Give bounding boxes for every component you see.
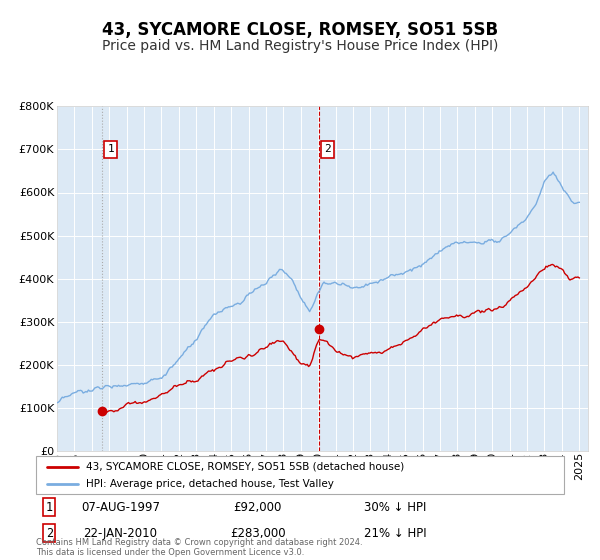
Text: 22-JAN-2010: 22-JAN-2010 [83, 526, 157, 540]
Text: Contains HM Land Registry data © Crown copyright and database right 2024.
This d: Contains HM Land Registry data © Crown c… [36, 538, 362, 557]
Text: 2: 2 [324, 144, 331, 155]
Text: Price paid vs. HM Land Registry's House Price Index (HPI): Price paid vs. HM Land Registry's House … [102, 39, 498, 53]
Text: 2: 2 [46, 526, 53, 540]
Text: HPI: Average price, detached house, Test Valley: HPI: Average price, detached house, Test… [86, 479, 334, 489]
FancyBboxPatch shape [36, 456, 564, 494]
Text: 43, SYCAMORE CLOSE, ROMSEY, SO51 5SB: 43, SYCAMORE CLOSE, ROMSEY, SO51 5SB [102, 21, 498, 39]
Text: 21% ↓ HPI: 21% ↓ HPI [364, 526, 427, 540]
Text: 43, SYCAMORE CLOSE, ROMSEY, SO51 5SB (detached house): 43, SYCAMORE CLOSE, ROMSEY, SO51 5SB (de… [86, 461, 404, 472]
Text: 1: 1 [107, 144, 114, 155]
Text: 07-AUG-1997: 07-AUG-1997 [81, 501, 160, 514]
Text: £92,000: £92,000 [233, 501, 282, 514]
Text: 30% ↓ HPI: 30% ↓ HPI [364, 501, 426, 514]
Text: £283,000: £283,000 [230, 526, 286, 540]
Text: 1: 1 [46, 501, 53, 514]
